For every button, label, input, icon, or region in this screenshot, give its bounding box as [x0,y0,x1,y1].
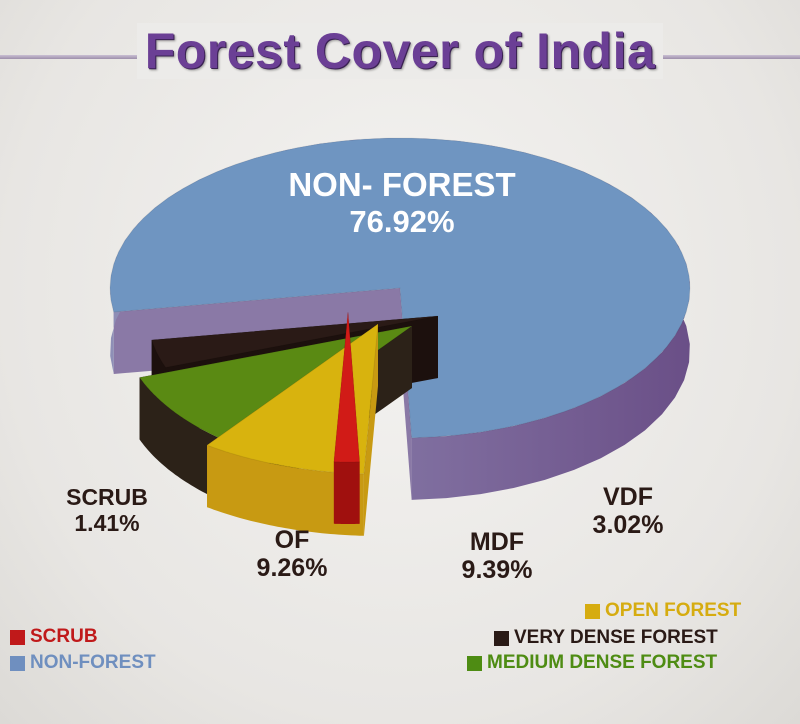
slice-value: 9.26% [257,554,328,582]
slice-cut-face [363,324,378,536]
legend-label: MEDIUM DENSE FOREST [487,652,718,673]
legend-swatch [10,655,25,671]
legend-item-right-0: OPEN FOREST [585,600,741,622]
slice-value: 1.41% [74,510,139,536]
legend-item-right-1: VERY DENSE FOREST [494,627,718,649]
slice-name: VDF [603,483,653,511]
legend-label: SCRUB [30,626,98,647]
chart-title-text: Forest Cover of India [136,23,664,79]
slice-value: 3.02% [593,511,664,539]
legend-label: NON-FOREST [30,652,156,673]
legend-swatch [585,603,600,619]
pie-slice-of [206,322,379,536]
slice-top [109,137,691,439]
chart-title: Forest Cover of India [0,22,800,80]
title-rule-left [0,55,140,59]
legend-item-right-2: MEDIUM DENSE FOREST [467,652,717,674]
slice-value: 76.92% [349,204,454,239]
legend-label: OPEN FOREST [605,600,742,621]
title-rule-right [662,55,800,59]
slice-label-of: OF9.26% [257,526,328,582]
legend-item-left-1: NON-FOREST [10,652,156,674]
slice-value: 9.39% [462,556,533,584]
slice-outer-wall [207,445,364,536]
slice-name: MDF [470,528,524,556]
slice-name: SCRUB [66,484,148,510]
slice-top [150,315,439,369]
slice-name: OF [275,526,310,554]
pie-slice-scrub [333,311,361,524]
legend-swatch [10,629,25,645]
legend-swatch [494,630,509,646]
slice-name: NON- FOREST [288,166,515,203]
legend-swatch [467,655,482,671]
legend-item-left-0: SCRUB [10,626,98,648]
slice-outer-wall [333,461,360,524]
slice-top [333,311,361,463]
legend-label: VERY DENSE FOREST [514,627,718,648]
